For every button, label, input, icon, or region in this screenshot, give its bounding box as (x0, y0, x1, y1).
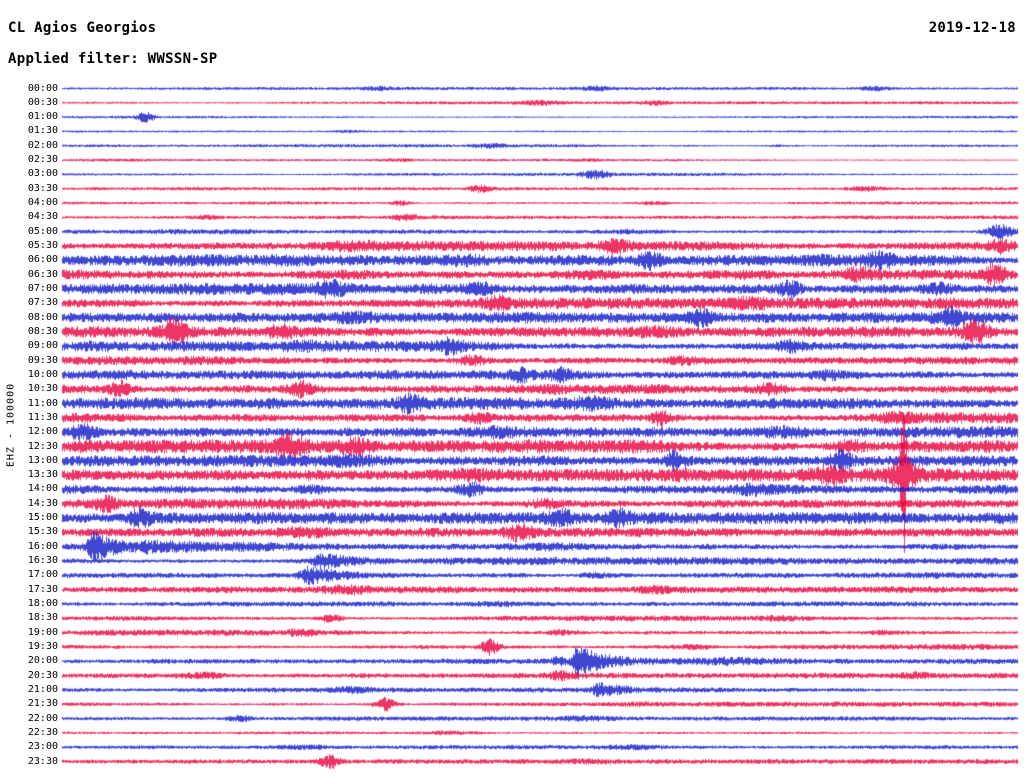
helicorder-page: CL Agios Georgios 2019-12-18 Applied fil… (0, 0, 1024, 780)
seismogram-traces-canvas (0, 0, 1024, 780)
